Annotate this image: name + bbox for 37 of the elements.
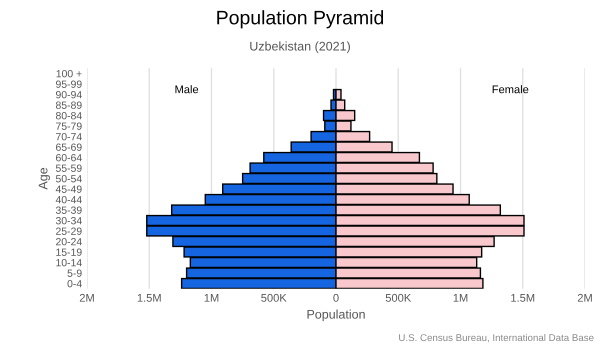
x-tick-label: 500K [386,294,412,302]
y-tick-label: 10-14 [56,259,82,266]
y-tick-label: 15-19 [56,248,82,256]
x-tick-label: 1M [204,294,218,302]
y-tick-label: 35-39 [56,206,82,214]
x-tick-label: 1M [454,294,468,302]
y-tick-label: 0-4 [67,280,82,288]
y-tick-label: 55-59 [56,164,82,172]
x-tick-label: 500K [261,294,287,302]
text: Male [175,85,198,94]
x-axis-title: Population [307,310,365,322]
text: Female [492,85,528,94]
y-tick-label: 75-79 [56,122,82,130]
y-tick-label: 45-49 [56,186,82,193]
x-tick-label: 2M [80,294,94,302]
y-tick-label: 30-34 [56,217,82,224]
y-tick-label: 95-99 [56,80,82,88]
y-tick-label: 70-74 [56,133,82,140]
text: U.S. Census Bureau, International Data Base [399,334,594,342]
y-tick-label: 65-69 [56,144,82,151]
y-tick-label: 85-89 [56,102,82,109]
chart-subtitle: Uzbekistan (2021) [250,41,350,54]
y-tick-label: 5-9 [68,270,82,277]
x-tick-label: 1.5M [138,294,161,302]
x-tick-label: 1.5M [511,294,534,302]
y-axis-title: Age [38,168,50,190]
y-tick-label: 80-84 [56,112,82,120]
y-tick-label: 90-94 [56,91,82,98]
x-tick-label: 2M [578,294,592,302]
y-tick-label: 60-64 [56,154,82,162]
y-tick-label: 100 + [56,70,82,78]
y-tick-label: 40-44 [56,196,82,204]
y-tick-label: 25-29 [56,228,82,235]
y-tick-label: 20-24 [56,238,82,246]
x-tick-label: 0 [333,294,339,302]
chart-title: Population Pyramid [217,10,384,28]
y-tick-label: 50-54 [56,175,82,182]
